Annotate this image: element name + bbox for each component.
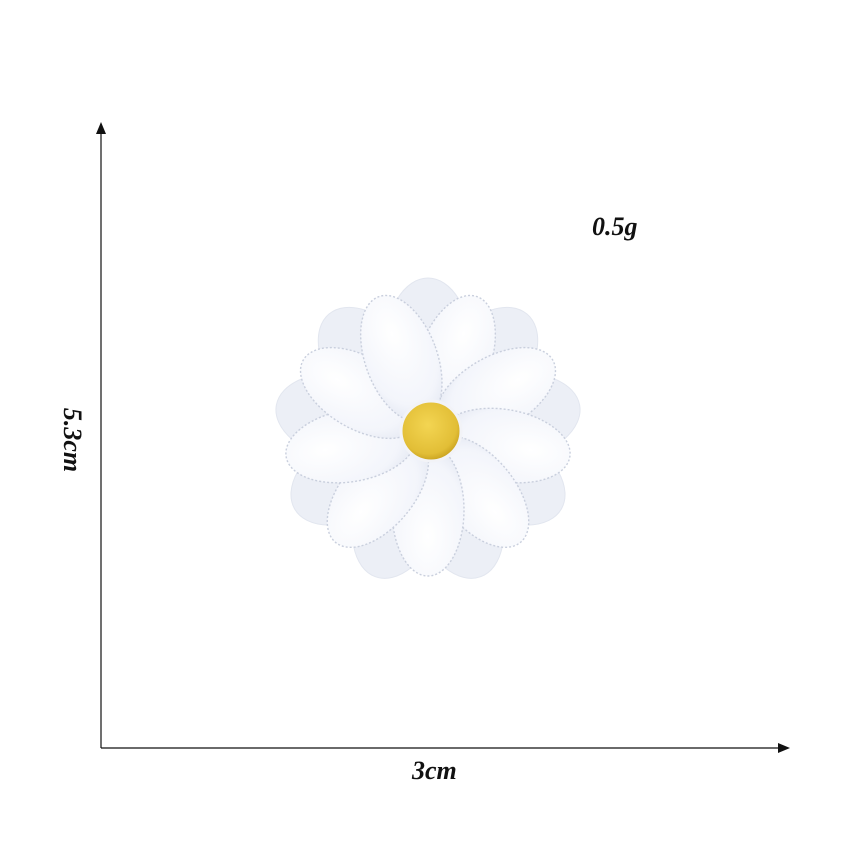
arrow-head-icon <box>96 122 106 134</box>
daisy-center <box>399 399 463 463</box>
height-label: 5.3cm <box>58 407 87 473</box>
weight-label: 0.5g <box>592 212 638 241</box>
arrow-head-icon <box>778 743 790 753</box>
width-label: 3cm <box>412 756 457 785</box>
